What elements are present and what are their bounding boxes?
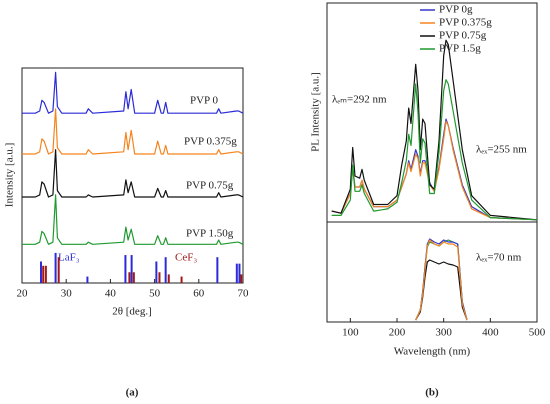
x-tick-label: 20 xyxy=(17,288,29,300)
series-line xyxy=(22,108,244,155)
reference-label: LaF₃ xyxy=(58,252,80,264)
y-axis-label: PL Intensity [a.u.] xyxy=(310,72,322,152)
x-tick-label: 300 xyxy=(435,327,452,339)
annotation: λₑₓ=255 nm xyxy=(476,144,527,156)
series-line xyxy=(22,71,244,114)
x-tick-label: 40 xyxy=(105,288,117,300)
x-tick-label: 30 xyxy=(61,288,73,300)
series-label: PVP 0 xyxy=(190,95,219,107)
series-line xyxy=(22,194,244,245)
series-line xyxy=(331,120,538,221)
series-label: PVP 0.375g xyxy=(184,136,237,148)
series-label: PVP 0.75g xyxy=(186,180,234,192)
x-tick-label: 70 xyxy=(238,288,250,300)
legend-label: PVP 0.75g xyxy=(439,30,487,42)
series-label: PVP 1.50g xyxy=(186,228,234,240)
caption: (a) xyxy=(126,387,139,399)
x-tick-label: 200 xyxy=(389,327,406,339)
y-axis-label: Intensity [a.u.] xyxy=(4,143,16,207)
x-axis-label: Wavelength (nm) xyxy=(394,346,471,358)
annotation: λₑₘ=292 nm xyxy=(332,94,387,106)
reference-label: CeF₃ xyxy=(175,252,197,264)
series-line xyxy=(22,149,244,198)
caption: (b) xyxy=(425,387,439,399)
x-tick-label: 60 xyxy=(193,288,205,300)
x-tick-label: 400 xyxy=(482,327,499,339)
plot-frame xyxy=(326,221,538,323)
legend-label: PVP 0g xyxy=(439,4,473,16)
series-line xyxy=(415,239,468,321)
x-tick-label: 100 xyxy=(342,327,359,339)
x-tick-label: 50 xyxy=(149,288,161,300)
series-line xyxy=(331,39,538,221)
legend-label: PVP 1.5g xyxy=(439,43,481,55)
legend-label: PVP 0.375g xyxy=(439,17,492,29)
x-tick-label: 500 xyxy=(529,327,546,339)
x-axis-label: 2θ [deg.] xyxy=(112,306,151,318)
annotation: λₑₓ=70 nm xyxy=(476,252,522,264)
series-line xyxy=(331,79,538,221)
